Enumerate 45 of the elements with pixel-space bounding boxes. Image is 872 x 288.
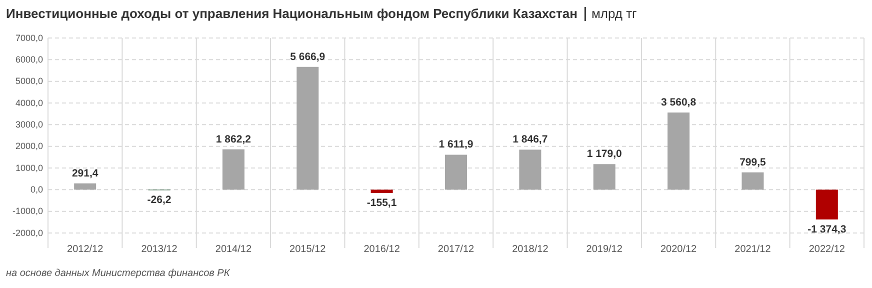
y-tick-label: -2000,0 [12, 228, 43, 238]
x-tick-label: 2013/12 [141, 244, 178, 256]
x-tick-label: 2019/12 [586, 244, 623, 256]
bar [445, 154, 467, 190]
y-tick-label: 0,0 [30, 184, 43, 195]
chart-title: Инвестиционные доходы от управления Национальным фондом Республики Казахстан [6, 6, 578, 21]
y-tick-label: 4000,0 [15, 98, 43, 108]
bar [668, 112, 690, 190]
chart-subtitle: млрд тг [591, 6, 638, 21]
x-tick-label: 2017/12 [438, 244, 475, 256]
data-label: 1 846,7 [512, 134, 548, 146]
data-label: -155,1 [366, 197, 397, 210]
data-label: 291,4 [72, 167, 98, 180]
x-tick-label: 2015/12 [290, 244, 326, 256]
x-tick-label: 2012/12 [67, 244, 104, 256]
y-tick-label: 1000,0 [15, 162, 43, 173]
x-tick-label: 2021/12 [734, 244, 772, 256]
y-tick-label: -1000,0 [12, 206, 43, 216]
bar [222, 149, 244, 190]
bar [296, 66, 319, 190]
x-tick-label: 2018/12 [512, 244, 549, 256]
bar [370, 190, 393, 194]
bar [519, 150, 542, 190]
data-label: 799,5 [740, 156, 766, 168]
bar [593, 164, 616, 190]
y-tick-label: 5000,0 [15, 76, 43, 86]
y-tick-label: 6000,0 [15, 54, 43, 65]
bar [74, 183, 96, 190]
data-label: 1 611,9 [438, 138, 474, 151]
y-tick-label: 2000,0 [15, 141, 43, 152]
x-tick-label: 2022/12 [808, 244, 846, 256]
data-label: 1 862,2 [216, 133, 252, 146]
x-tick-label: 2020/12 [660, 244, 698, 256]
bar [816, 190, 838, 220]
x-tick-label: 2014/12 [215, 244, 252, 256]
y-tick-label: 7000,0 [15, 32, 43, 43]
data-label: -26,2 [147, 194, 172, 206]
x-tick-label: 2016/12 [364, 244, 400, 256]
y-tick-label: 3000,0 [15, 120, 43, 130]
data-label: 5 666,9 [290, 50, 326, 63]
data-label: 1 179,0 [586, 148, 622, 160]
text: на основе данных Министерства финансов РК [6, 268, 231, 279]
data-label: -1 374,3 [808, 223, 846, 236]
data-label: 3 560,8 [661, 96, 696, 109]
bar [742, 172, 764, 190]
